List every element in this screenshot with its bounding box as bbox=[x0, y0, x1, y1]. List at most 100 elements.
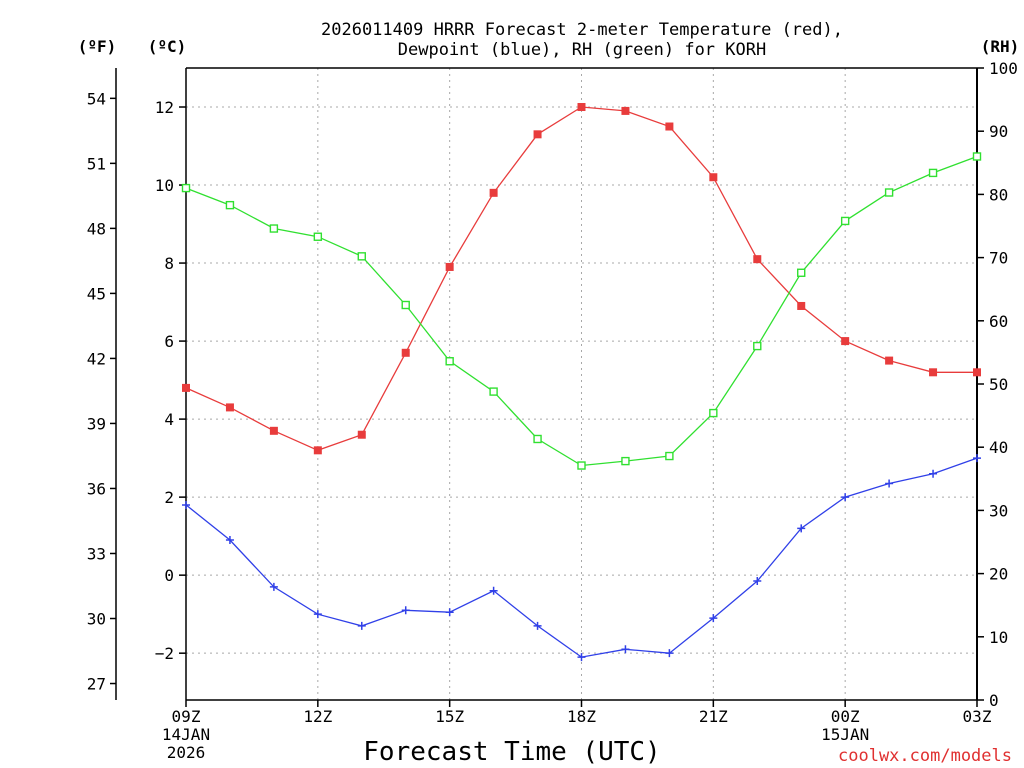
rh-point bbox=[709, 408, 718, 418]
temperature-point bbox=[269, 426, 278, 435]
f-tick-label: 45 bbox=[87, 284, 106, 303]
chart-title-line2: Dewpoint (blue), RH (green) for KORH bbox=[398, 40, 766, 60]
dewpoint-point bbox=[709, 614, 718, 623]
temperature-point bbox=[313, 446, 322, 455]
rh-point bbox=[533, 434, 542, 444]
rh-point bbox=[577, 461, 586, 470]
x-tick-label: 03Z bbox=[963, 707, 992, 726]
x-tick-label: 12Z bbox=[303, 707, 332, 726]
rh-point bbox=[357, 252, 366, 261]
temperature-point bbox=[225, 403, 234, 412]
x-date-label: 15JAN bbox=[821, 725, 869, 744]
c-tick-label: 4 bbox=[164, 410, 174, 429]
c-tick-label: 12 bbox=[155, 98, 174, 117]
rh-tick-label: 80 bbox=[989, 185, 1008, 204]
rh-point bbox=[884, 188, 894, 197]
temperature-point bbox=[665, 122, 674, 131]
rh-point bbox=[621, 456, 630, 466]
rh-tick-label: 100 bbox=[989, 59, 1018, 78]
rh-point bbox=[445, 357, 454, 366]
f-tick-label: 33 bbox=[87, 544, 106, 563]
f-tick-label: 54 bbox=[87, 89, 106, 108]
dewpoint-point bbox=[753, 577, 762, 586]
dewpoint-point bbox=[973, 454, 981, 463]
rh-point bbox=[181, 183, 191, 193]
x-date-label: 14JAN bbox=[162, 725, 210, 744]
rh-tick-label: 50 bbox=[989, 375, 1008, 394]
dewpoint-point bbox=[929, 469, 938, 478]
temperature-series bbox=[182, 103, 981, 455]
temperature-point bbox=[841, 337, 850, 346]
dewpoint-point bbox=[797, 524, 806, 533]
temperature-point bbox=[182, 383, 190, 392]
dewpoint-point bbox=[313, 610, 322, 619]
rh-point bbox=[972, 152, 982, 161]
rh-point bbox=[928, 168, 938, 178]
dewpoint-point bbox=[885, 479, 894, 488]
c-tick-label: 6 bbox=[164, 332, 174, 351]
c-tick-label: 0 bbox=[164, 566, 174, 585]
dewpoint-point bbox=[841, 493, 850, 502]
f-tick-label: 27 bbox=[87, 675, 106, 694]
rh-point bbox=[797, 268, 806, 277]
rh-point bbox=[313, 232, 323, 241]
rh-point bbox=[269, 224, 279, 233]
fahrenheit-unit-label: (ºF) bbox=[78, 37, 117, 56]
f-tick-label: 36 bbox=[87, 479, 106, 498]
rh-point bbox=[225, 200, 235, 210]
f-tick-label: 42 bbox=[87, 349, 106, 368]
temperature-point bbox=[357, 430, 366, 439]
rh-point bbox=[753, 341, 762, 351]
celsius-unit-label: (ºC) bbox=[148, 37, 187, 56]
dewpoint-point bbox=[577, 653, 586, 662]
temperature-point bbox=[533, 130, 542, 139]
rh-tick-label: 30 bbox=[989, 501, 1008, 520]
temperature-point bbox=[445, 262, 454, 271]
temperature-point bbox=[489, 188, 498, 197]
rh-tick-label: 90 bbox=[989, 122, 1008, 141]
c-tick-label: 8 bbox=[164, 254, 174, 273]
x-tick-label: 21Z bbox=[699, 707, 728, 726]
rh-tick-label: 70 bbox=[989, 249, 1008, 268]
rh-tick-label: 20 bbox=[989, 565, 1008, 584]
credit-text: coolwx.com/models bbox=[838, 746, 1012, 766]
rh-tick-label: 0 bbox=[989, 691, 999, 710]
f-tick-label: 48 bbox=[87, 219, 106, 238]
x-year-label: 2026 bbox=[167, 743, 206, 762]
x-tick-label: 00Z bbox=[831, 707, 860, 726]
dewpoint-point bbox=[445, 608, 454, 617]
rh-point bbox=[489, 387, 498, 396]
dewpoint-point bbox=[357, 621, 366, 630]
axes: 27 30 33 36 39 42 45 48 51 54 −2 0 2 4 6 8 10 12 0 10 20 30 40… bbox=[87, 59, 1018, 710]
f-tick-label: 30 bbox=[87, 610, 106, 629]
temperature-point bbox=[973, 368, 981, 377]
temperature-point bbox=[401, 348, 410, 357]
rh-tick-label: 10 bbox=[989, 628, 1008, 647]
gridlines bbox=[186, 68, 977, 700]
x-tick-label: 09Z bbox=[172, 707, 201, 726]
rh-tick-label: 60 bbox=[989, 312, 1008, 331]
f-tick-label: 51 bbox=[87, 154, 106, 173]
rh-series bbox=[181, 152, 982, 470]
temperature-point bbox=[885, 356, 894, 365]
temperature-point bbox=[621, 106, 630, 115]
temperature-point bbox=[709, 173, 718, 182]
dewpoint-point bbox=[269, 582, 278, 591]
dewpoint-point bbox=[401, 606, 410, 615]
rh-tick-label: 40 bbox=[989, 438, 1008, 457]
chart-title-line1: 2026011409 HRRR Forecast 2-meter Tempera… bbox=[321, 20, 843, 40]
dewpoint-point bbox=[225, 536, 234, 545]
x-tick-label: 18Z bbox=[567, 707, 596, 726]
rh-point bbox=[840, 216, 850, 226]
dewpoint-point bbox=[621, 645, 630, 654]
x-axis-title: Forecast Time (UTC) bbox=[363, 737, 660, 767]
rh-point bbox=[665, 451, 674, 461]
temperature-point bbox=[797, 301, 806, 310]
temperature-point bbox=[753, 255, 762, 264]
x-tick-label: 15Z bbox=[435, 707, 464, 726]
rh-point bbox=[401, 300, 410, 310]
temperature-point bbox=[577, 103, 586, 112]
dewpoint-point bbox=[665, 649, 674, 658]
